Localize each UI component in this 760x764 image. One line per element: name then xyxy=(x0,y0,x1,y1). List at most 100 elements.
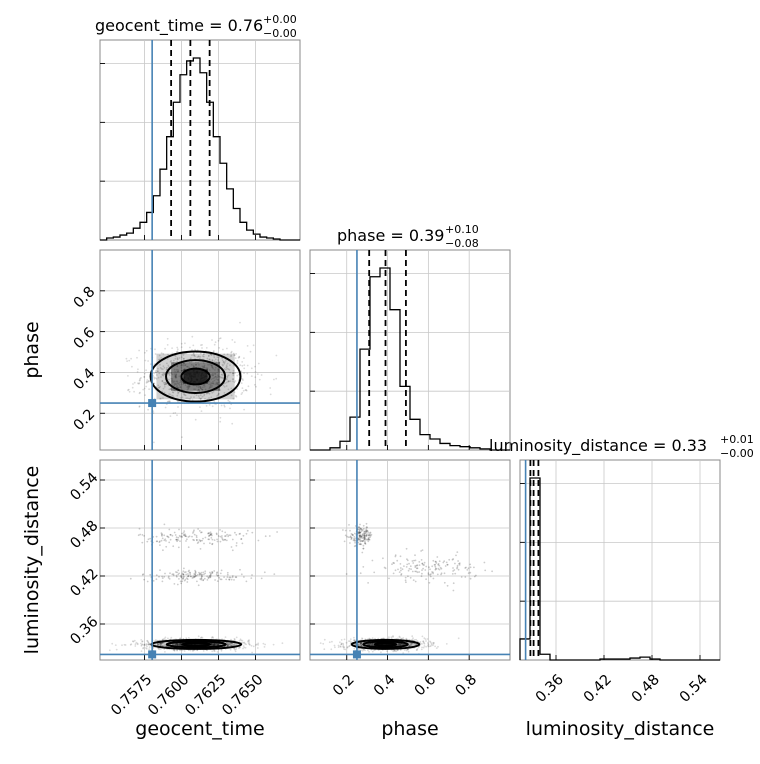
sample-point xyxy=(235,542,238,544)
sample-point xyxy=(230,351,233,354)
sample-point xyxy=(176,358,179,361)
sample-point xyxy=(235,644,238,646)
sample-point xyxy=(169,572,171,575)
sample-point xyxy=(213,343,216,346)
sample-point xyxy=(353,536,356,538)
sample-point xyxy=(197,541,200,543)
sample-point xyxy=(248,643,251,646)
sample-point xyxy=(199,398,202,400)
sample-point xyxy=(198,539,201,541)
sample-point xyxy=(204,388,207,391)
sample-point xyxy=(397,637,399,640)
sample-point xyxy=(213,570,216,572)
sample-point xyxy=(182,532,185,534)
sample-point xyxy=(191,577,194,579)
sample-point xyxy=(275,377,278,380)
sample-point xyxy=(217,359,220,362)
sample-point xyxy=(192,576,195,579)
sample-point xyxy=(371,650,374,653)
sample-point xyxy=(168,400,171,402)
sample-point xyxy=(163,373,166,375)
sample-point xyxy=(434,565,437,568)
sample-point xyxy=(162,365,165,368)
sample-point xyxy=(203,542,205,545)
sample-point xyxy=(198,389,201,392)
sample-point xyxy=(401,568,404,571)
sample-point xyxy=(255,644,257,646)
sample-point xyxy=(358,530,361,533)
sample-point xyxy=(176,414,178,417)
sample-point xyxy=(411,635,414,638)
sample-point xyxy=(401,637,403,640)
sample-point xyxy=(350,538,353,541)
sample-point xyxy=(143,376,146,378)
sample-point xyxy=(161,368,164,370)
sample-point xyxy=(429,641,432,644)
sample-point xyxy=(427,643,430,646)
sample-point xyxy=(218,370,221,373)
sample-point xyxy=(365,530,368,533)
sample-point xyxy=(179,644,181,647)
sample-point xyxy=(415,570,418,573)
sample-point xyxy=(166,362,168,365)
sample-point xyxy=(436,573,439,576)
sample-point xyxy=(155,369,157,372)
sample-point xyxy=(215,383,218,385)
sample-point xyxy=(164,572,166,575)
sample-point xyxy=(183,394,186,396)
sample-point xyxy=(203,384,206,386)
sample-point xyxy=(148,646,151,648)
sample-point xyxy=(197,573,199,576)
ytick-label-luminosity_distance-0: 0.36 xyxy=(68,614,102,648)
sample-point xyxy=(174,382,176,385)
sample-point xyxy=(405,581,407,584)
sample-point xyxy=(421,549,424,551)
sample-point xyxy=(167,575,170,578)
sample-point xyxy=(445,643,448,645)
sample-point xyxy=(202,579,205,582)
sample-point xyxy=(364,537,367,540)
sample-point xyxy=(219,416,222,419)
sample-point xyxy=(175,538,177,541)
sample-point xyxy=(222,384,225,387)
sample-point xyxy=(225,366,228,369)
sample-point xyxy=(243,641,246,644)
sample-point xyxy=(446,584,449,587)
sample-point xyxy=(359,642,362,645)
sample-point xyxy=(208,397,210,399)
sample-point xyxy=(230,642,232,645)
sample-point xyxy=(175,643,177,646)
sample-point xyxy=(358,529,361,531)
sample-point xyxy=(484,569,487,572)
sample-point xyxy=(235,533,238,536)
sample-point xyxy=(359,531,362,534)
sample-point xyxy=(406,558,408,561)
sample-point xyxy=(367,534,370,537)
sample-point xyxy=(223,392,226,394)
sample-point xyxy=(129,577,132,580)
sample-point xyxy=(213,643,216,646)
sample-point xyxy=(212,643,214,646)
sample-point xyxy=(456,564,459,567)
sample-point xyxy=(457,637,460,640)
sample-point xyxy=(146,381,149,384)
sample-point xyxy=(136,642,139,645)
sample-point xyxy=(434,568,437,571)
sample-point xyxy=(448,558,451,561)
sample-point xyxy=(245,580,248,583)
sample-point xyxy=(247,385,250,388)
sample-point xyxy=(239,568,241,571)
sample-point xyxy=(190,357,192,360)
sample-point xyxy=(226,375,229,378)
sample-point xyxy=(186,578,189,581)
sample-point xyxy=(428,645,431,648)
sample-point xyxy=(407,569,410,572)
sample-point xyxy=(180,364,182,367)
sample-point xyxy=(343,638,346,641)
sample-point xyxy=(435,567,437,570)
sample-point xyxy=(164,636,167,639)
sample-point xyxy=(176,394,179,397)
sample-point xyxy=(364,649,366,652)
sample-point xyxy=(181,580,184,583)
